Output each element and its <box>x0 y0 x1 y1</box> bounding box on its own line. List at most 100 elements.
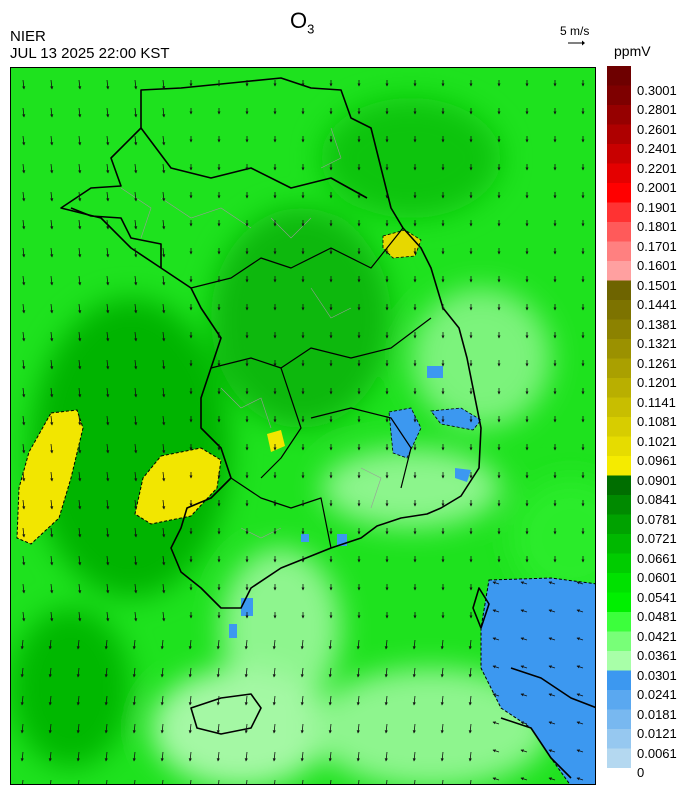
wind-arrow <box>48 639 52 650</box>
wind-arrow <box>106 443 110 454</box>
colorbar-label: 0.0361 <box>637 648 677 664</box>
wind-arrow <box>272 751 276 762</box>
wind-arrow <box>216 667 220 678</box>
wind-arrow <box>216 695 220 706</box>
wind-arrow <box>106 191 110 202</box>
wind-arrow <box>134 359 138 370</box>
wind-arrow <box>22 527 26 538</box>
wind-arrow <box>576 693 584 697</box>
wind-arrow <box>50 499 54 510</box>
colorbar-segment <box>607 183 631 203</box>
wind-arrow <box>162 443 166 454</box>
wind-arrow <box>106 611 110 622</box>
colorbar-label: 0.0061 <box>637 745 677 761</box>
wind-arrow <box>356 723 360 734</box>
wind-arrow <box>216 751 220 762</box>
wind-arrow <box>134 415 138 426</box>
colorbar-segment <box>607 300 631 320</box>
colorbar-segment <box>607 358 631 379</box>
map-title: O3 <box>290 8 314 36</box>
wind-arrow <box>22 499 26 510</box>
colorbar-segment <box>607 670 631 691</box>
wind-arrow <box>440 695 444 706</box>
colorbar-label: 0.2601 <box>637 121 677 137</box>
wind-arrow <box>22 163 26 174</box>
wind-arrow <box>162 527 166 538</box>
wind-arrow <box>548 609 556 613</box>
wind-arrow <box>520 721 528 725</box>
colorbar-label: 0.1201 <box>637 375 677 391</box>
wind-arrow <box>50 219 54 230</box>
colorbar-label: 0.0241 <box>637 687 677 703</box>
wind-arrow <box>78 107 82 118</box>
wind-arrow <box>106 527 110 538</box>
colorbar-segment <box>607 339 631 359</box>
colorbar-label: 0.2001 <box>637 180 677 196</box>
wind-arrow <box>440 751 444 762</box>
wind-arrow <box>356 695 360 706</box>
wind-arrow <box>50 779 52 784</box>
wind-arrow <box>548 721 556 725</box>
wind-arrow <box>104 723 108 734</box>
wind-arrow <box>548 637 556 641</box>
wind-arrow <box>50 443 54 454</box>
wind-arrow <box>50 359 54 370</box>
unit-label: ppmV <box>614 43 651 59</box>
colorbar-segment <box>607 729 631 749</box>
wind-arrow <box>134 331 138 342</box>
wind-arrow <box>162 611 166 622</box>
colorbar-label: 0.1801 <box>637 219 677 235</box>
wind-arrow <box>358 779 360 784</box>
wind-arrow <box>22 611 26 622</box>
colorbar-segment <box>607 261 631 281</box>
wind-arrow <box>20 639 24 650</box>
wind-arrow <box>330 779 332 784</box>
colorbar-segment <box>607 105 631 125</box>
colorbar-segment <box>607 417 631 437</box>
wind-arrow <box>78 499 82 510</box>
wind-arrow <box>244 751 248 762</box>
wind-arrow <box>412 695 416 706</box>
wind-arrow <box>106 107 110 118</box>
wind-arrow <box>134 79 138 90</box>
wind-arrow <box>442 779 444 784</box>
colorbar-labels: 0.3001 0.2801 0.2601 0.2401 0.2201 0.2001 0.19… <box>637 66 692 780</box>
wind-arrow <box>22 471 26 482</box>
colorbar-label: 0.1141 <box>637 394 676 410</box>
wind-arrow <box>492 665 500 669</box>
wind-arrow <box>492 721 500 725</box>
wind-arrow <box>106 387 110 398</box>
wind-arrow <box>22 275 26 286</box>
colorbar-segment <box>607 456 631 476</box>
wind-arrow <box>246 779 248 784</box>
wind-arrow <box>48 751 52 762</box>
colorbar-label: 0.1381 <box>637 316 677 332</box>
wind-arrow <box>50 275 54 286</box>
wind-arrow <box>300 667 304 678</box>
wind-arrow <box>576 581 584 585</box>
wind-arrow <box>470 779 472 784</box>
wind-arrow <box>520 777 528 781</box>
wind-arrow <box>356 751 360 762</box>
wind-arrow <box>160 639 164 650</box>
wind-arrow <box>50 555 54 566</box>
wind-arrow <box>78 247 82 258</box>
wind-arrow <box>22 303 26 314</box>
coastline-borders <box>60 77 595 779</box>
wind-arrow <box>134 247 138 258</box>
wind-reference-label: 5 m/s <box>560 24 590 38</box>
wind-reference-arrow-icon <box>568 40 585 46</box>
wind-arrow <box>300 751 304 762</box>
wind-arrow <box>386 779 388 784</box>
wind-arrow <box>188 667 192 678</box>
wind-arrow <box>78 79 82 90</box>
colorbar-label: 0.0541 <box>637 589 677 605</box>
wind-arrow <box>188 723 192 734</box>
colorbar-segment <box>607 436 631 457</box>
wind-arrow <box>106 163 110 174</box>
wind-arrow <box>134 303 138 314</box>
colorbar-segment <box>607 592 631 613</box>
wind-arrow <box>576 609 584 613</box>
colorbar-label: 0.0181 <box>637 706 677 722</box>
wind-arrow <box>106 219 110 230</box>
